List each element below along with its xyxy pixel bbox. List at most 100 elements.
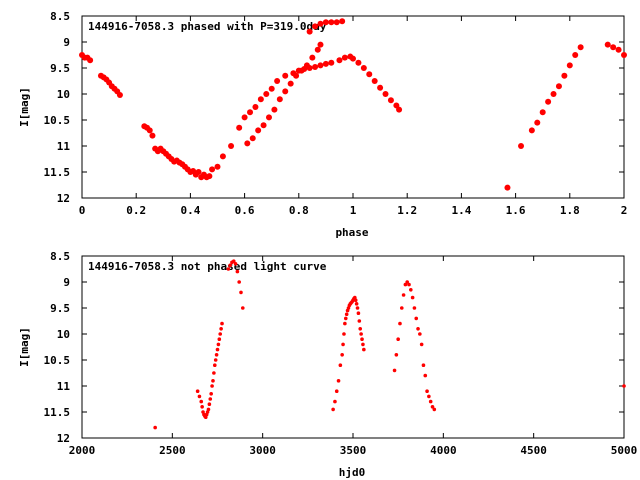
unphased-data-point (211, 379, 215, 383)
phased-data-point (339, 18, 346, 25)
phased-x-tick-label: 1.2 (397, 204, 417, 217)
phased-data-point (282, 88, 289, 95)
unphased-data-point (231, 259, 236, 264)
phased-plot-frame (81, 15, 625, 199)
phased-data-point (539, 109, 546, 116)
phased-data-point (195, 169, 202, 175)
phased-data-point (214, 163, 221, 170)
phased-data-point (255, 127, 262, 134)
phased-data-point (287, 80, 294, 87)
phased-x-tick-label: 1.4 (451, 204, 471, 217)
unphased-x-tick-label: 4500 (520, 444, 547, 457)
unphased-y-tick-label: 10.5 (44, 354, 71, 367)
unphased-data-point (412, 306, 417, 310)
unphased-y-tick-label: 9 (63, 276, 70, 289)
unphased-y-tick-label: 8.5 (50, 250, 70, 263)
phased-y-axis-label: I[mag] (18, 87, 31, 127)
phased-data-point (309, 54, 316, 61)
unphased-data-point (353, 298, 358, 303)
phased-y-tick-label: 12 (57, 192, 70, 205)
phased-data-point (561, 72, 568, 79)
unphased-data-point (418, 332, 422, 336)
unphased-data-point (210, 384, 214, 388)
phased-y-tick-label: 9.5 (50, 62, 70, 75)
phased-y-tick-label: 10.5 (44, 114, 71, 127)
phased-data-point (350, 55, 356, 62)
unphased-data-point (214, 353, 219, 357)
phased-data-point (555, 83, 562, 90)
unphased-data-point (410, 295, 415, 300)
unphased-data-point (336, 379, 341, 383)
unphased-data-point (200, 405, 204, 409)
unphased-data-point (622, 384, 626, 388)
phased-y-tick-label: 11.5 (44, 166, 71, 179)
phased-data-point (317, 20, 324, 27)
phased-data-point (336, 57, 343, 64)
phased-data-points (79, 18, 627, 191)
unphased-data-point (394, 353, 399, 357)
unphased-data-point (396, 337, 400, 342)
unphased-data-point (398, 321, 402, 326)
unphased-x-tick-label: 2500 (159, 444, 186, 457)
phased-data-point (263, 91, 270, 97)
unphased-data-point (340, 353, 344, 357)
phased-data-point (247, 109, 254, 116)
unphased-y-axis-label: I[mag] (18, 327, 31, 367)
unphased-data-point (235, 269, 240, 274)
unphased-data-point (341, 342, 345, 347)
unphased-data-point (358, 327, 363, 331)
phased-data-point (322, 60, 329, 67)
unphased-data-point (207, 402, 212, 407)
unphased-data-point (344, 312, 349, 317)
phased-data-point (244, 140, 251, 147)
unphased-data-point (392, 368, 397, 373)
unphased-y-tick-label: 12 (57, 432, 70, 445)
phased-data-point (228, 143, 235, 149)
unphased-data-point (430, 405, 435, 409)
unphased-x-tick-label: 3000 (249, 444, 276, 457)
phased-data-point (206, 173, 213, 180)
phased-data-point (293, 72, 300, 79)
phased-data-point (604, 41, 611, 48)
phased-x-tick-label: 0.2 (126, 204, 146, 217)
phased-data-point (271, 106, 278, 113)
phased-plot-title: 144916-7058.3 phased with P=319.0day (88, 20, 327, 33)
phased-data-point (355, 59, 362, 66)
phased-data-point (504, 184, 511, 191)
unphased-data-point (226, 267, 231, 271)
phased-data-point (366, 71, 373, 78)
unphased-data-point (360, 337, 364, 342)
phased-data-point (268, 85, 275, 92)
unphased-data-point (428, 399, 433, 404)
phased-x-tick-label: 0 (79, 204, 86, 217)
unphased-y-tick-label: 11 (57, 380, 71, 393)
unphased-data-point (218, 332, 223, 336)
phased-data-point (382, 91, 389, 97)
unphased-data-point (212, 371, 216, 375)
unphased-data-point (240, 306, 245, 310)
phased-axis-ticks: 0 0.2 0.4 0.6 0.8 1 1.2 1.4 1.6 1.8 2 8.5 9 9.5 10 10.5… (44, 10, 628, 217)
unphased-data-point (206, 407, 211, 412)
phased-data-point (312, 23, 319, 30)
unphased-data-point (237, 280, 241, 284)
unphased-y-tick-label: 10 (57, 328, 70, 341)
phased-data-point (328, 59, 335, 66)
unphased-data-point (153, 425, 157, 430)
phased-data-point (341, 54, 348, 61)
unphased-data-point (343, 316, 348, 321)
unphased-data-point (361, 342, 365, 347)
unphased-data-point (401, 293, 406, 297)
unphased-data-points (153, 259, 626, 430)
phased-data-point (333, 19, 340, 26)
phased-data-point (545, 98, 552, 105)
unphased-y-tick-label: 11.5 (44, 406, 71, 419)
phased-data-point (317, 62, 324, 69)
unphased-data-point (414, 316, 419, 321)
phased-data-point (377, 84, 384, 91)
phased-y-tick-label: 8.5 (50, 10, 70, 23)
phased-data-point (257, 96, 264, 103)
phased-data-point (282, 72, 289, 79)
phased-x-tick-label: 0.8 (289, 204, 309, 217)
unphased-y-tick-label: 9.5 (50, 302, 70, 315)
